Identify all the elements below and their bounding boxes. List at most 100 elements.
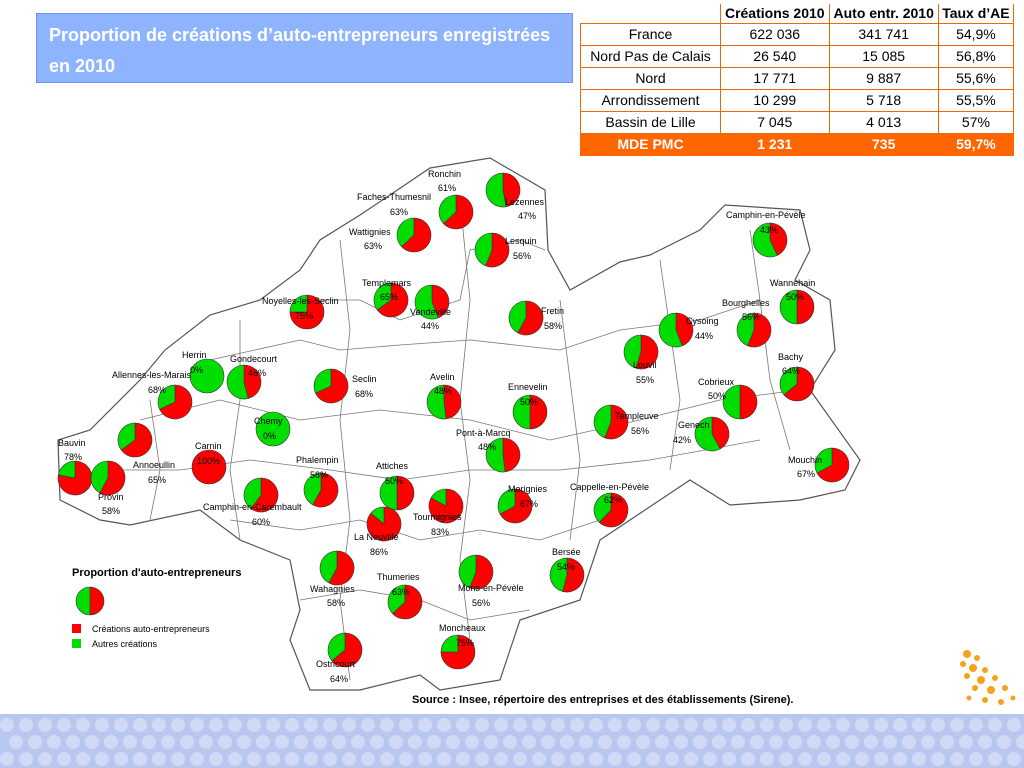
table-row: Bassin de Lille 7 045 4 013 57%: [580, 111, 1015, 134]
commune-name: Carnin: [195, 441, 222, 451]
map-title: Proportion de créations d’auto-entrepren…: [36, 13, 573, 83]
pie-slice-ae: [816, 447, 850, 483]
commune-name: Avelin: [430, 372, 454, 382]
footer-dot: [798, 718, 812, 732]
footer-dot: [114, 718, 128, 732]
commune-name: Noyelles-les-Seclin: [262, 296, 339, 306]
footer-dot: [47, 735, 61, 749]
footer-dot: [921, 735, 935, 749]
commune-name: Phalempin: [296, 455, 339, 465]
footer-dot: [323, 752, 337, 766]
row-ae: 4 013: [828, 111, 939, 134]
footer-dot: [199, 735, 213, 749]
commune-pie: Fretin 58%: [508, 300, 564, 336]
commune-pct: 56%: [631, 426, 649, 436]
commune-pie: Camphin-en-Carembault 60%: [203, 477, 302, 527]
pie-slice-other: [497, 488, 516, 515]
commune-pie: Attiches 50%: [376, 461, 415, 511]
pie-slice-other: [694, 416, 721, 452]
pie-slice-other: [157, 384, 176, 410]
commune-pct: 43%: [760, 225, 778, 235]
footer-dot: [712, 735, 726, 749]
footer-dot: [608, 752, 622, 766]
commune-name: Ronchin: [428, 169, 461, 179]
footer-dot: [38, 752, 52, 766]
pie-slice-ae: [312, 472, 339, 508]
commune-name: Bersée: [552, 547, 581, 557]
footer-dot: [19, 718, 33, 732]
row-label: Arrondissement: [580, 89, 721, 112]
legend-title: Proportion d'auto-entrepreneurs: [72, 567, 241, 579]
footer-dot: [304, 718, 318, 732]
commune-name: Pont-à-Marcq: [456, 428, 511, 438]
pie-slice-ae: [99, 460, 126, 496]
legend-pie-slice-ae: [89, 586, 105, 616]
commune-pct: 50%: [786, 292, 804, 302]
commune-pie: Moncheaux 75%: [439, 623, 486, 670]
footer-dot: [85, 735, 99, 749]
footer-dot: [636, 735, 650, 749]
footer-dot: [978, 735, 992, 749]
footer-dot: [627, 718, 641, 732]
pie-slice-other: [512, 394, 531, 430]
pie-slice-other: [289, 294, 308, 313]
footer-dot: [598, 735, 612, 749]
commune-pct: 68%: [148, 385, 166, 395]
footer-dot: [931, 718, 945, 732]
footer-dot: [617, 735, 631, 749]
footer-dot: [370, 735, 384, 749]
commune-name: Tourmignies: [413, 512, 462, 522]
commune-pie: Mouchin 67%: [788, 447, 850, 483]
footer-dot: [1016, 735, 1024, 749]
commune-pct: 44%: [695, 331, 713, 341]
pie-slice-ae: [431, 284, 450, 319]
commune-pie: Lezennes 47%: [485, 172, 545, 221]
commune-pie: Chemy 0%: [254, 411, 291, 447]
commune-pct: 61%: [438, 183, 456, 193]
footer-dot: [19, 752, 33, 766]
commune-pie: Ronchin 61%: [428, 169, 461, 193]
commune-pie: Noyelles-les-Seclin 75%: [262, 294, 339, 330]
footer-dot: [883, 735, 897, 749]
commune-pie: Avelin 48%: [426, 372, 462, 420]
commune-pie: La Neuville 86%: [354, 506, 402, 557]
commune-pct: 86%: [370, 547, 388, 557]
pie-slice-other: [736, 312, 755, 347]
footer-dot: [190, 752, 204, 766]
row-taux: 56,8%: [937, 45, 1015, 68]
footer-dot: [361, 752, 375, 766]
commune-name: Thumeries: [377, 572, 420, 582]
pie-slice-ae: [315, 368, 349, 404]
table-row: Nord Pas de Calais 26 540 15 085 56,8%: [580, 45, 1015, 68]
footer-dot: [256, 735, 270, 749]
commune-pct: 58%: [310, 470, 328, 480]
pie-slice-ae: [250, 477, 279, 513]
commune-name: Mons-en-Pévèle: [458, 583, 524, 593]
footer-dot: [912, 752, 926, 766]
footer-dot: [997, 735, 1011, 749]
pie-slice-other: [117, 422, 136, 451]
footer-dot: [684, 718, 698, 732]
commune-pct: 58%: [544, 321, 562, 331]
commune-pct: 64%: [330, 674, 348, 684]
pie-slice-ae: [502, 437, 521, 473]
commune-pct: 56%: [742, 312, 760, 322]
commune-pct: 78%: [64, 452, 82, 462]
legend-label-other: Autres créations: [92, 639, 158, 649]
commune-name: Annoeullin: [133, 460, 175, 470]
footer-dot: [608, 718, 622, 732]
footer-dot: [285, 752, 299, 766]
footer-dot: [798, 752, 812, 766]
commune-pie: Camphin-en-Pévèle 43%: [726, 210, 806, 258]
footer-dot: [874, 718, 888, 732]
footer-dot: [275, 735, 289, 749]
footer-dot: [646, 752, 660, 766]
footer-dot: [171, 752, 185, 766]
commune-pct: 67%: [797, 469, 815, 479]
footer-dot: [218, 735, 232, 749]
commune-pct: 50%: [520, 397, 538, 407]
commune-pie: Louvil 55%: [623, 334, 659, 385]
commune-pie: Bersée 54%: [549, 547, 585, 593]
footer-dot: [722, 752, 736, 766]
commune-pct: 50%: [385, 476, 403, 486]
